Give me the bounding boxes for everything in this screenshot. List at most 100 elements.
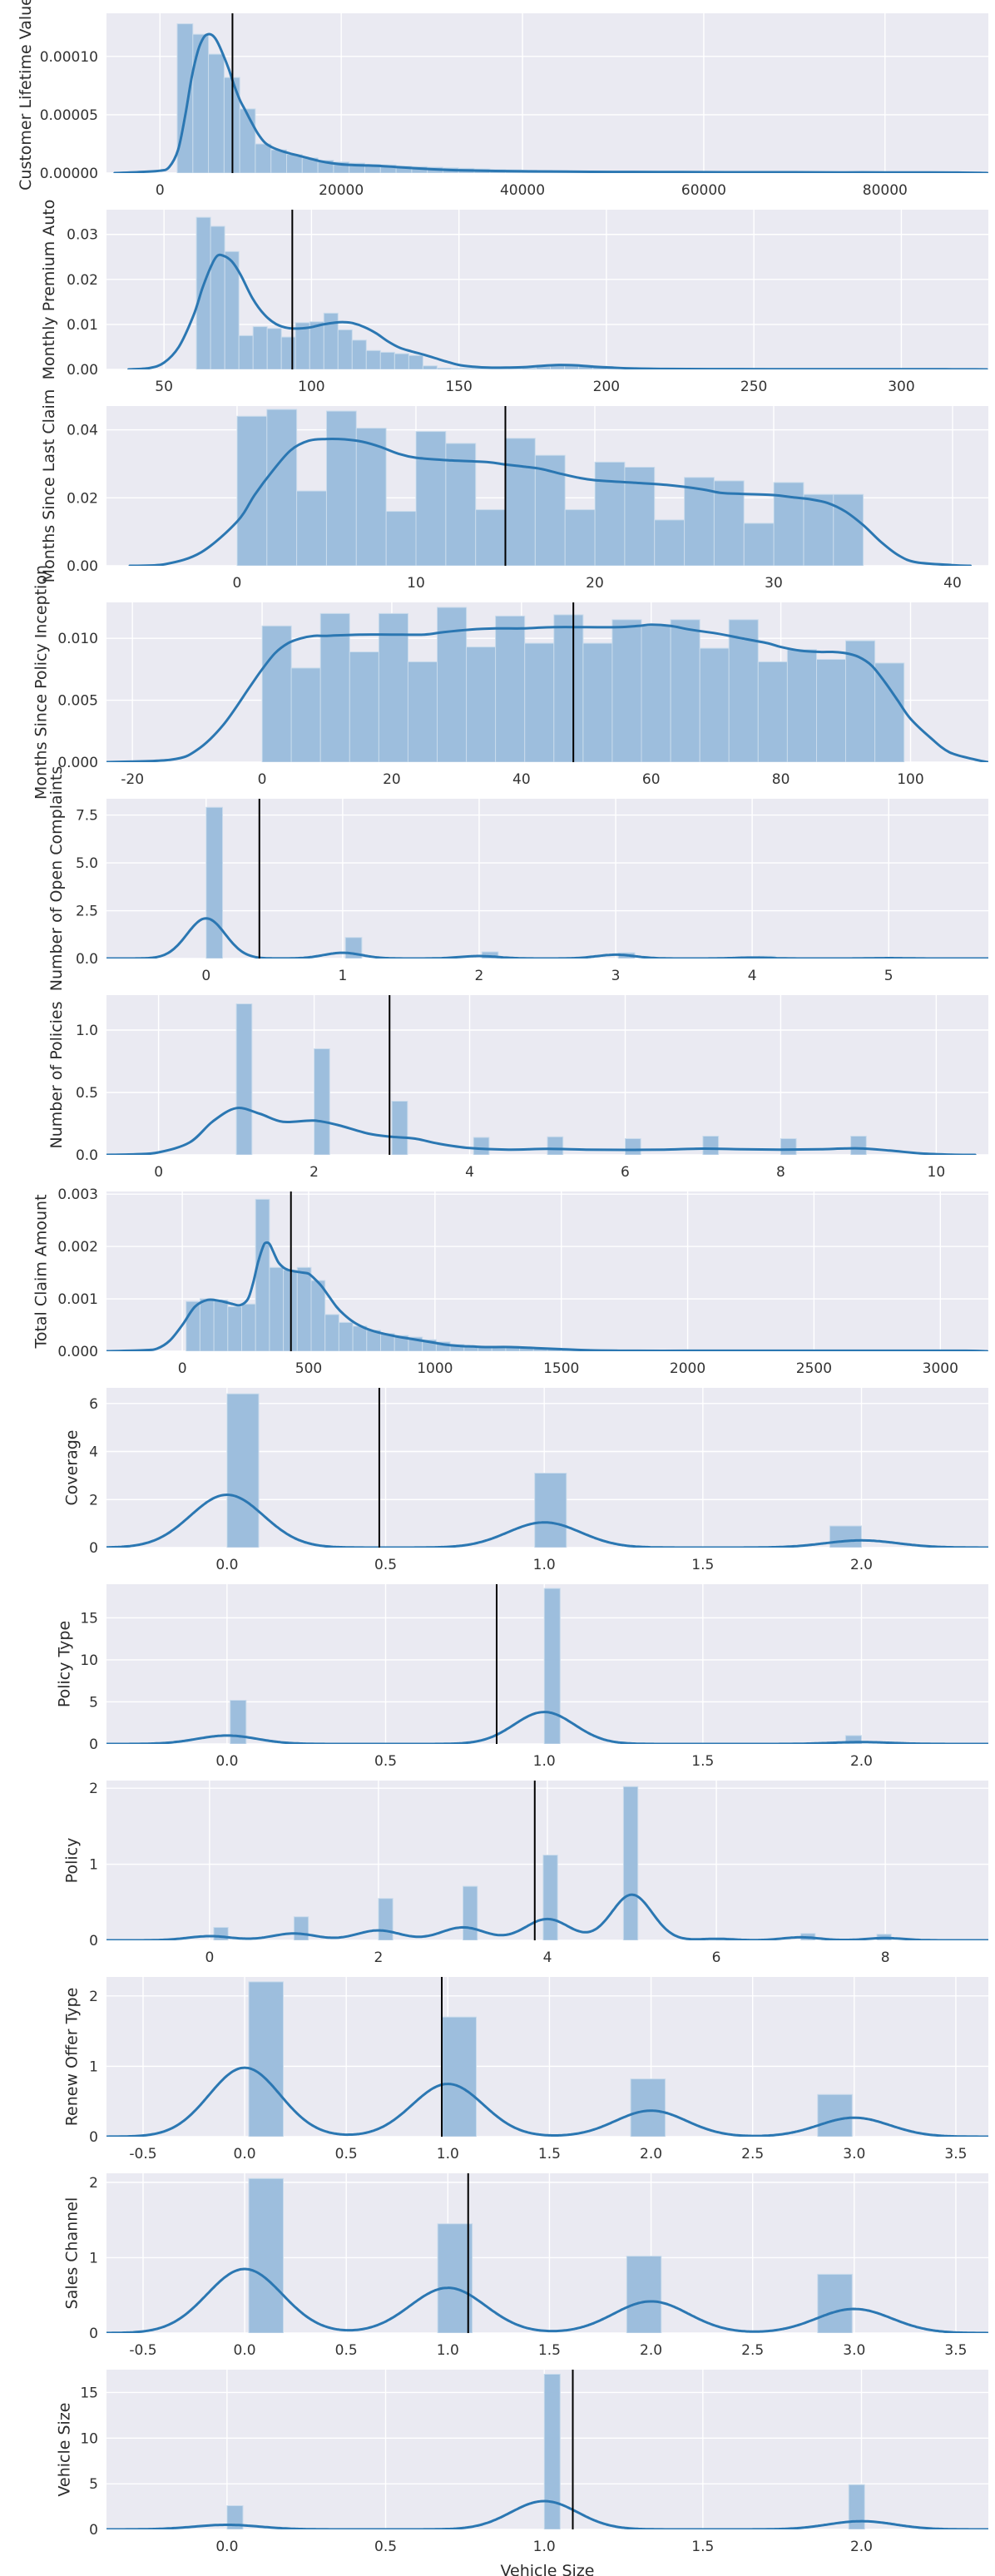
x-tick-label: 200 [593,379,620,395]
y-tick-label: 0.03 [67,227,98,244]
x-tick-label: 0 [233,575,242,592]
x-tick-label: 2.0 [640,2146,662,2162]
histogram-bars [261,607,905,762]
histogram-bar [326,410,357,566]
x-tick-label: 0 [156,182,165,199]
histogram-bar [833,493,864,566]
histogram-bar [436,367,452,369]
y-tick-label: 1 [89,2058,98,2075]
y-axis-label: Number of Open Complaints [47,766,66,992]
x-tick-label: 1 [338,968,347,984]
y-tick-label: 0.01 [67,317,98,334]
histogram-bar [524,642,555,762]
y-tick-label: 1.0 [76,1023,98,1039]
histogram-bar [355,428,387,566]
x-tick-label: 4 [543,1949,552,1966]
y-axis-label: Policy Type [55,1621,73,1707]
x-tick-label: -0.5 [129,2146,156,2162]
histogram-bar [780,1138,797,1155]
x-tick-label: 0 [178,1360,187,1377]
histogram-bar [473,1137,490,1155]
x-tick-label: 40 [943,575,962,592]
kde-curve [128,438,972,566]
x-axis-label: Vehicle Size [501,2562,595,2576]
x-tick-label: 6 [621,1164,630,1181]
histogram-bars [248,2177,853,2333]
x-tick-label: 1.0 [533,1557,556,1573]
histogram-bar [654,519,686,566]
y-axis-label: Number of Policies [47,1002,66,1149]
subplot-sales-channel: 0 1 2 -0.5 0.0 0.5 1.0 1.5 2.0 2.5 3.0 3.5 Sales Cha… [63,2173,988,2359]
x-tick-label: 50 [155,379,173,395]
x-tick-label: 0.0 [234,2146,256,2162]
y-axis-label: Monthly Premium Auto [40,200,58,380]
x-tick-label: 5 [884,968,894,984]
x-tick-label: 300 [888,379,914,395]
y-tick-label: 4 [89,1444,98,1461]
histogram-bar [564,509,596,566]
histogram-bar [611,619,642,762]
histogram-bars [230,1588,863,1744]
subplot-row-number-of-policies: 0.0 0.5 1.0 0 2 4 6 8 10 Number of Policies [0,982,995,1181]
x-tick-label: 8 [881,1949,890,1966]
x-tick-label: 20 [586,575,604,592]
histogram-bar [829,1525,863,1548]
histogram-bar [296,490,327,566]
x-tick-label: 2.0 [640,2342,662,2359]
x-tick-label: 60000 [681,182,726,199]
histogram-bar [261,625,292,762]
x-tick-label: 0.0 [234,2342,256,2359]
y-tick-label: 2 [89,1492,98,1508]
y-tick-label: 0.00 [67,362,98,379]
histogram-bar [757,661,788,762]
histogram-bar [553,614,584,762]
x-tick-label: 2 [374,1949,384,1966]
y-tick-label: 0.0 [76,951,98,968]
histogram-bar [192,33,210,173]
y-axis-label: Renew Offer Type [63,1988,82,2127]
y-tick-label: 0.00 [67,558,98,575]
y-tick-label: 0.003 [57,1186,98,1203]
x-tick-label: 10 [928,1164,946,1181]
histogram-bar [844,1735,863,1744]
x-tick-label: 2.5 [741,2342,764,2359]
x-tick-label: 0 [201,968,210,984]
y-tick-label: 5 [89,2476,98,2493]
y-tick-label: 2 [89,2175,98,2192]
x-tick-label: 80000 [863,182,908,199]
y-axis-label: Policy [63,1838,82,1884]
y-tick-label: 2 [89,1989,98,2005]
x-tick-label: 1.0 [437,2342,459,2359]
histogram-bar [816,659,847,762]
histogram-bar [337,329,353,369]
y-axis-label: Vehicle Size [55,2403,73,2497]
histogram-bar [226,2505,244,2529]
x-tick-label: 20000 [319,182,364,199]
y-axis-label: Months Since Last Claim [40,389,58,583]
x-tick-label: 2 [475,968,484,984]
histogram-bar [290,667,321,762]
x-tick-label: 1.5 [538,2146,561,2162]
y-tick-label: 0.00000 [40,166,98,182]
x-tick-label: 0 [205,1949,214,1966]
y-tick-label: 0 [89,2522,98,2539]
histogram-bar [415,431,447,566]
y-tick-label: 0.000 [57,755,98,771]
x-tick-label: 2000 [670,1360,705,1377]
y-tick-label: 7.5 [76,808,98,825]
histogram-bar [210,225,225,369]
histogram-bar [582,642,613,762]
y-tick-label: 15 [80,1610,98,1627]
subplot-coverage: 0 2 4 6 0.0 0.5 1.0 1.5 2.0 Coverage [63,1388,988,1573]
y-tick-label: 2 [89,1781,98,1797]
kde-curve [106,1893,988,1940]
plot-panel [106,995,988,1155]
histogram-bar [248,2177,284,2333]
subplot-row-monthly-premium-auto: 0.00 0.01 0.02 0.03 50 100 150 200 250 300 Monthly… [0,196,995,395]
subplot-renew-offer-type: 0 1 2 -0.5 0.0 0.5 1.0 1.5 2.0 2.5 3.0 3.5 Renew Off… [63,1977,988,2162]
histogram-bar [547,1136,564,1155]
subplot-row-policy-type: 0 5 10 15 0.0 0.5 1.0 1.5 2.0 Policy Type [0,1571,995,1770]
histogram-bar [319,612,350,762]
y-tick-label: 0.010 [57,631,98,647]
